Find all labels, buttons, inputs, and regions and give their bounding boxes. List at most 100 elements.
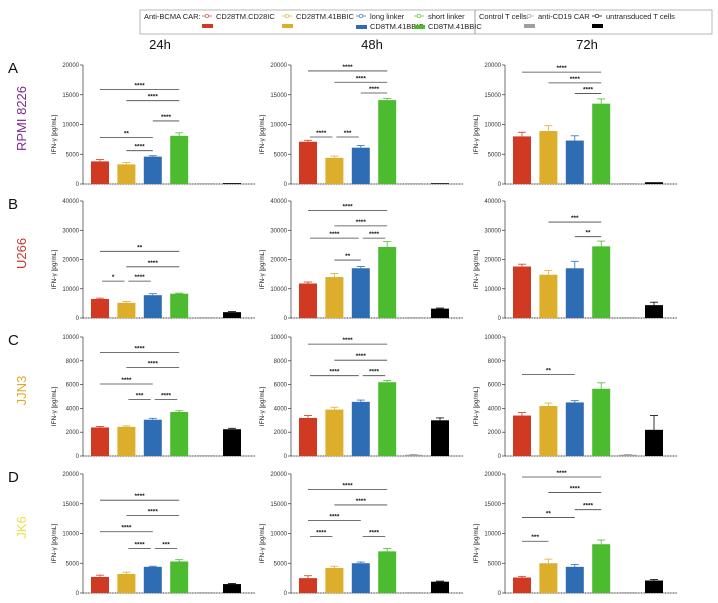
legend-bar-swatch (202, 24, 213, 28)
significance-label: **** (329, 369, 340, 376)
legend-label: long linker (370, 12, 405, 21)
y-tick-label: 30000 (270, 228, 287, 234)
y-tick-label: 0 (498, 182, 502, 188)
y-tick-label: 2000 (274, 430, 288, 436)
y-tick-label: 5000 (488, 152, 502, 158)
y-tick-label: 10000 (270, 123, 287, 129)
y-tick-label: 30000 (62, 228, 79, 234)
y-tick-label: 0 (284, 316, 288, 322)
bar-cd28tm-41bbic (117, 302, 136, 318)
y-tick-label: 0 (76, 591, 80, 597)
legend-circle-marker (594, 13, 600, 19)
bar-cd28tm-41bbic (539, 131, 558, 184)
column-title-72h: 72h (576, 37, 598, 52)
bar-anti-cd19-car (404, 317, 423, 318)
significance-label: *** (571, 215, 579, 222)
y-axis-label: IFN-γ [pg/mL] (259, 524, 266, 564)
significance-label: *** (344, 130, 352, 137)
y-tick-label: 10000 (270, 532, 287, 538)
y-tick-label: 40000 (62, 199, 79, 205)
y-tick-label: 5000 (66, 152, 80, 158)
legend-label-line2: CD8TM.41BBIC (428, 22, 482, 31)
bar-untransduced-t-cells (431, 183, 449, 184)
bar-cd28tm-41bbic (539, 274, 558, 318)
bar-short-linker (378, 551, 397, 593)
significance-label: **** (135, 82, 146, 89)
bar-cd28tm-cd28ic (299, 283, 317, 318)
significance-label: **** (356, 75, 367, 82)
bar-cd28tm-cd28ic (513, 577, 531, 593)
legend-label: CD28TM.41BBIC (296, 12, 355, 21)
legend-circle-marker (416, 13, 422, 19)
bar-short-linker (170, 411, 189, 456)
bar-untransduced-t-cells (431, 308, 449, 318)
significance-label: **** (135, 541, 146, 548)
legend-bar-swatch (524, 24, 535, 28)
significance-label: *** (136, 392, 144, 399)
significance-label: ** (124, 131, 130, 138)
cell-line-label: JK6 (14, 516, 29, 538)
column-title-24h: 24h (149, 37, 171, 52)
bar-untransduced-t-cells (223, 312, 241, 318)
legend-label: short linker (428, 12, 465, 21)
cell-line-label: JJN3 (14, 376, 29, 406)
y-tick-label: 2000 (488, 430, 502, 436)
bar-untransduced-t-cells (223, 584, 241, 593)
significance-label: **** (135, 144, 146, 151)
bar-long-linker (143, 295, 162, 318)
y-tick-label: 6000 (274, 383, 288, 389)
significance-label: **** (121, 377, 132, 384)
y-tick-label: 0 (284, 454, 288, 460)
significance-label: **** (583, 503, 594, 510)
y-axis-label: IFN-γ [pg/mL] (51, 524, 58, 564)
significance-label: **** (121, 525, 132, 532)
significance-label: **** (356, 219, 367, 226)
legend-group1-title: Anti-BCMA CAR: (144, 12, 201, 21)
bar-cd28tm-cd28ic (299, 141, 317, 184)
significance-label: **** (570, 76, 581, 83)
y-tick-label: 10000 (62, 287, 79, 293)
significance-label: ** (546, 367, 552, 374)
y-tick-label: 8000 (66, 359, 80, 365)
significance-label: **** (161, 392, 172, 399)
significance-label: **** (148, 260, 159, 267)
legend-label-line2: CD8TM.41BBIC (370, 22, 424, 31)
y-tick-label: 0 (76, 316, 80, 322)
significance-label: **** (369, 369, 380, 376)
bar-untransduced-t-cells (645, 429, 663, 456)
bar-cd28tm-41bbic (325, 157, 344, 184)
y-tick-label: 10000 (62, 335, 79, 341)
legend: Anti-BCMA CAR: Control T cells: (139, 9, 713, 35)
significance-label: ** (546, 510, 552, 517)
bar-cd28tm-cd28ic (299, 578, 317, 593)
y-tick-label: 20000 (484, 472, 501, 478)
bar-long-linker (143, 156, 162, 184)
y-axis-label: IFN-γ [pg/mL] (51, 115, 58, 155)
y-axis-label: IFN-γ [pg/mL] (259, 115, 266, 155)
y-axis-label: IFN-γ [pg/mL] (259, 250, 266, 290)
y-tick-label: 0 (498, 591, 502, 597)
bar-anti-cd19-car (196, 183, 215, 184)
bar-anti-cd19-car (618, 317, 637, 318)
legend-label: untransduced T cells (606, 12, 675, 21)
bar-cd28tm-cd28ic (91, 576, 109, 593)
bar-short-linker (592, 544, 611, 593)
legend-group2-title: Control T cells: (479, 12, 529, 21)
bar-cd28tm-41bbic (539, 406, 558, 456)
bar-untransduced-t-cells (645, 182, 663, 184)
significance-label: **** (329, 513, 340, 520)
panel-D-48h: 0 5000 10000 15000 20000 IFN-γ [pg/mL] **** ***… (259, 472, 463, 597)
bar-short-linker (170, 135, 189, 184)
significance-label: **** (343, 64, 354, 71)
bar-long-linker (143, 419, 162, 456)
legend-label: anti-CD19 CAR (538, 12, 590, 21)
bar-anti-cd19-car (404, 454, 423, 456)
column-title-48h: 48h (361, 37, 383, 52)
bar-cd28tm-41bbic (325, 409, 344, 456)
bar-short-linker (170, 561, 189, 593)
cell-line-label: RPMI 8226 (14, 86, 29, 151)
bar-long-linker (351, 147, 370, 184)
significance-label: **** (135, 493, 146, 500)
